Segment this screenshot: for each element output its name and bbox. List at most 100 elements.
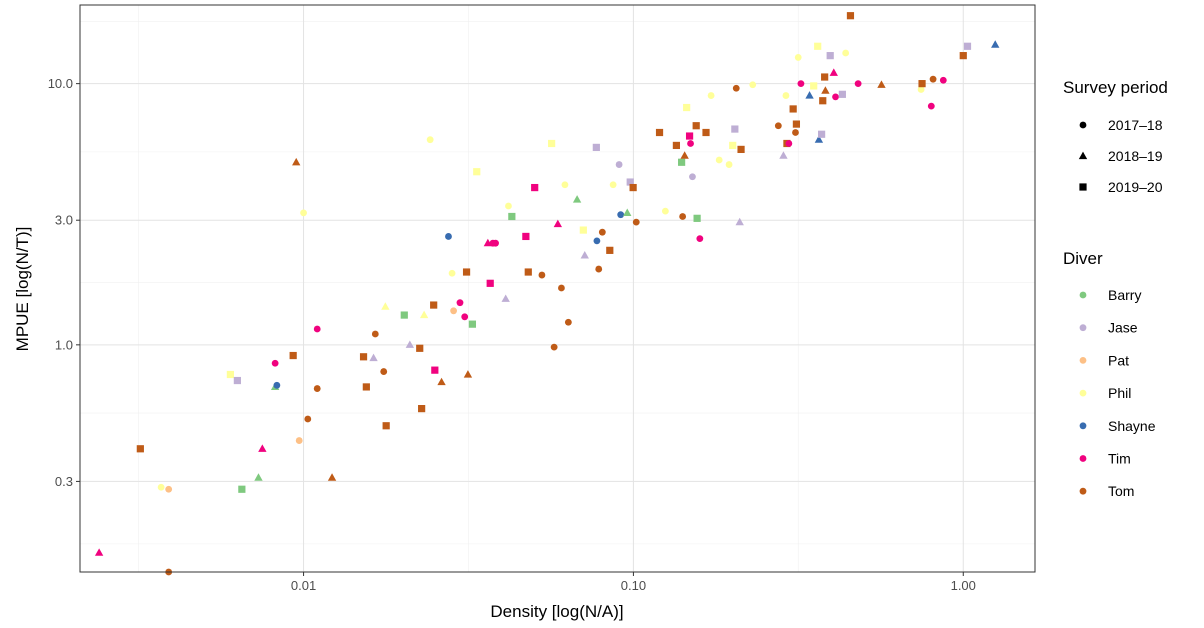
data-point <box>826 52 834 60</box>
legend-label: 2018–19 <box>1108 148 1163 164</box>
data-point <box>313 325 321 333</box>
data-point <box>782 92 790 99</box>
data-point <box>814 135 824 143</box>
data-point <box>693 214 701 222</box>
data-point <box>685 132 694 140</box>
data-point <box>300 209 307 217</box>
data-point <box>531 183 539 192</box>
data-point <box>939 76 947 84</box>
data-point <box>553 219 563 228</box>
data-point <box>963 42 972 50</box>
legend-title-diver: Diver <box>1063 249 1103 268</box>
data-point <box>629 183 637 192</box>
data-point <box>626 178 634 186</box>
legend-key-triangle <box>1078 151 1088 160</box>
data-point <box>295 437 303 444</box>
data-point <box>538 271 546 279</box>
data-point <box>821 86 830 94</box>
data-point <box>779 151 788 159</box>
y-tick-label: 10.0 <box>48 76 73 91</box>
data-point <box>505 202 512 210</box>
data-point <box>615 161 623 168</box>
legend-title-survey-period: Survey period <box>1063 78 1168 97</box>
data-point <box>380 368 388 375</box>
data-point <box>426 136 434 144</box>
legend-key-color <box>1079 389 1087 397</box>
data-point <box>382 422 390 430</box>
legend-label: Tim <box>1108 451 1131 467</box>
data-point <box>405 340 415 348</box>
data-point <box>680 151 689 159</box>
legend-label: Pat <box>1108 352 1129 368</box>
data-point <box>991 40 1000 48</box>
legend-key-square <box>1079 183 1087 191</box>
data-point <box>238 485 246 493</box>
data-point <box>492 239 499 247</box>
data-point <box>814 42 822 50</box>
data-point <box>729 141 737 150</box>
data-point <box>918 80 926 88</box>
data-point <box>445 233 452 240</box>
data-point <box>508 212 516 221</box>
data-point <box>609 181 617 189</box>
data-point <box>226 370 234 379</box>
data-point <box>687 140 694 147</box>
data-point <box>678 158 686 166</box>
data-point <box>785 140 793 147</box>
data-point <box>623 208 632 216</box>
grid <box>80 5 1035 572</box>
data-point <box>655 128 664 137</box>
data-point <box>359 353 368 361</box>
data-point <box>606 246 614 254</box>
data-point <box>416 344 424 352</box>
data-point <box>735 217 744 226</box>
legend-key-color <box>1079 357 1087 364</box>
legend-label: 2017–18 <box>1108 117 1163 133</box>
data-point <box>271 359 279 367</box>
data-point <box>877 80 886 88</box>
legend-key-color <box>1079 422 1087 430</box>
data-point <box>854 80 862 88</box>
legend-key-color <box>1079 291 1087 299</box>
data-point <box>774 122 782 130</box>
legend-key-circle <box>1079 121 1087 129</box>
data-point <box>579 226 587 234</box>
data-point <box>313 385 321 392</box>
data-point <box>838 90 846 98</box>
data-point <box>679 213 687 220</box>
x-tick-label: 1.00 <box>951 578 976 593</box>
data-point <box>450 307 457 315</box>
data-point <box>819 97 827 105</box>
legend-label: Phil <box>1108 385 1131 401</box>
data-point <box>437 377 446 386</box>
data-point <box>524 268 532 276</box>
data-point <box>486 279 494 287</box>
x-tick-label: 0.10 <box>621 578 646 593</box>
legend-label: Jase <box>1108 320 1138 336</box>
data-point <box>810 82 818 90</box>
data-point <box>917 86 925 93</box>
data-point <box>258 444 267 452</box>
data-point <box>818 130 826 138</box>
data-point <box>456 299 464 307</box>
data-point <box>558 284 565 292</box>
data-point <box>725 161 733 168</box>
data-point <box>371 330 379 338</box>
legend-diver: Diver Barry Jase Pat Phil Shayne Tim Tom <box>1063 249 1156 499</box>
data-point <box>165 485 173 493</box>
data-point <box>572 195 582 203</box>
data-point <box>805 91 814 99</box>
legend-key-color <box>1079 487 1087 495</box>
y-tick-label: 1.0 <box>55 337 73 352</box>
data-point <box>715 156 723 164</box>
data-point <box>832 93 839 101</box>
data-point <box>749 81 757 89</box>
data-point <box>273 381 281 389</box>
x-axis: 0.01 0.10 1.00 <box>291 572 976 593</box>
data-point <box>696 235 704 243</box>
data-point <box>927 102 935 110</box>
data-point <box>683 103 691 112</box>
x-axis-title: Density [log(N/A)] <box>490 602 623 621</box>
data-point <box>501 294 510 302</box>
